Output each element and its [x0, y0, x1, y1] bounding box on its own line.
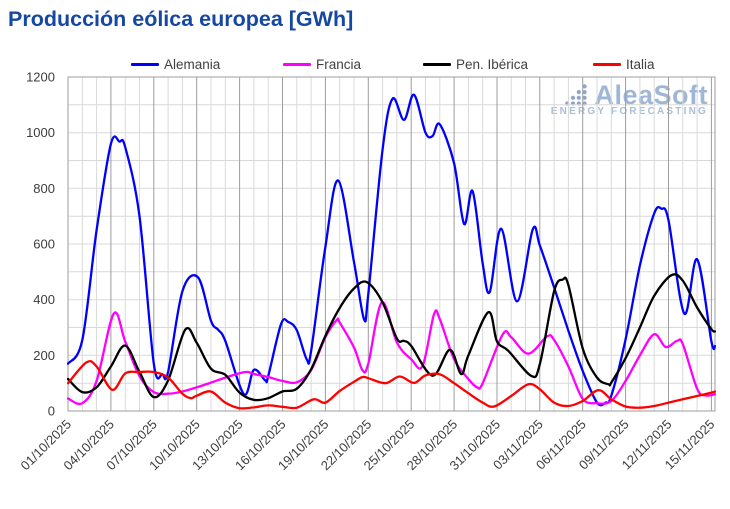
y-tick-label: 1200 [26, 70, 55, 85]
y-tick-label: 400 [33, 292, 55, 307]
series-lines [67, 93, 716, 410]
y-tick-label: 0 [48, 404, 55, 419]
watermark-brand: AleaSoft [594, 80, 708, 110]
legend-label-francia: Francia [316, 56, 362, 72]
chart-title: Producción eólica europea [GWh] [8, 7, 354, 31]
y-tick-label: 600 [33, 237, 55, 252]
legend-swatch-francia [283, 62, 311, 66]
series-line-alemania [67, 93, 716, 407]
legend-swatch-alemania [131, 62, 159, 66]
legend-item-francia: Francia [283, 55, 361, 73]
series-line-francia [67, 301, 716, 406]
aleasoft-watermark: AleaSoft ENERGY FORECASTING [550, 80, 708, 118]
legend-item-italia: Italia [593, 55, 655, 73]
legend-label-pen-ib-rica: Pen. Ibérica [456, 56, 529, 72]
legend-item-pen-ib-rica: Pen. Ibérica [423, 55, 528, 73]
legend-item-alemania: Alemania [131, 55, 220, 73]
y-tick-label: 1000 [26, 125, 55, 140]
legend-label-alemania: Alemania [164, 56, 221, 72]
series-line-italia [67, 359, 716, 410]
legend-label-italia: Italia [626, 56, 655, 72]
legend-swatch-italia [593, 62, 621, 66]
watermark-tagline: ENERGY FORECASTING [550, 106, 708, 117]
series-line-pen-ib-rica [67, 273, 716, 402]
y-tick-label: 200 [33, 348, 55, 363]
gridlines [67, 76, 715, 412]
plot-border [67, 76, 716, 412]
chart-legend: Alemania Francia Pen. Ibérica Italia [0, 55, 730, 73]
legend-swatch-pen-ib-rica [423, 62, 451, 66]
y-tick-label: 800 [33, 181, 55, 196]
aleasoft-logo-icon [565, 83, 588, 106]
